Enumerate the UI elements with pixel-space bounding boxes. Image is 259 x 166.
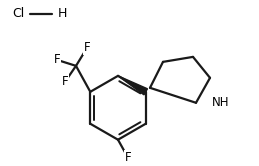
Text: F: F — [125, 151, 131, 164]
Text: H: H — [57, 7, 67, 20]
Text: NH: NH — [212, 96, 229, 109]
Polygon shape — [118, 76, 147, 95]
Text: Cl: Cl — [12, 7, 24, 20]
Text: F: F — [84, 41, 90, 54]
Text: F: F — [62, 75, 68, 88]
Text: F: F — [54, 53, 60, 66]
